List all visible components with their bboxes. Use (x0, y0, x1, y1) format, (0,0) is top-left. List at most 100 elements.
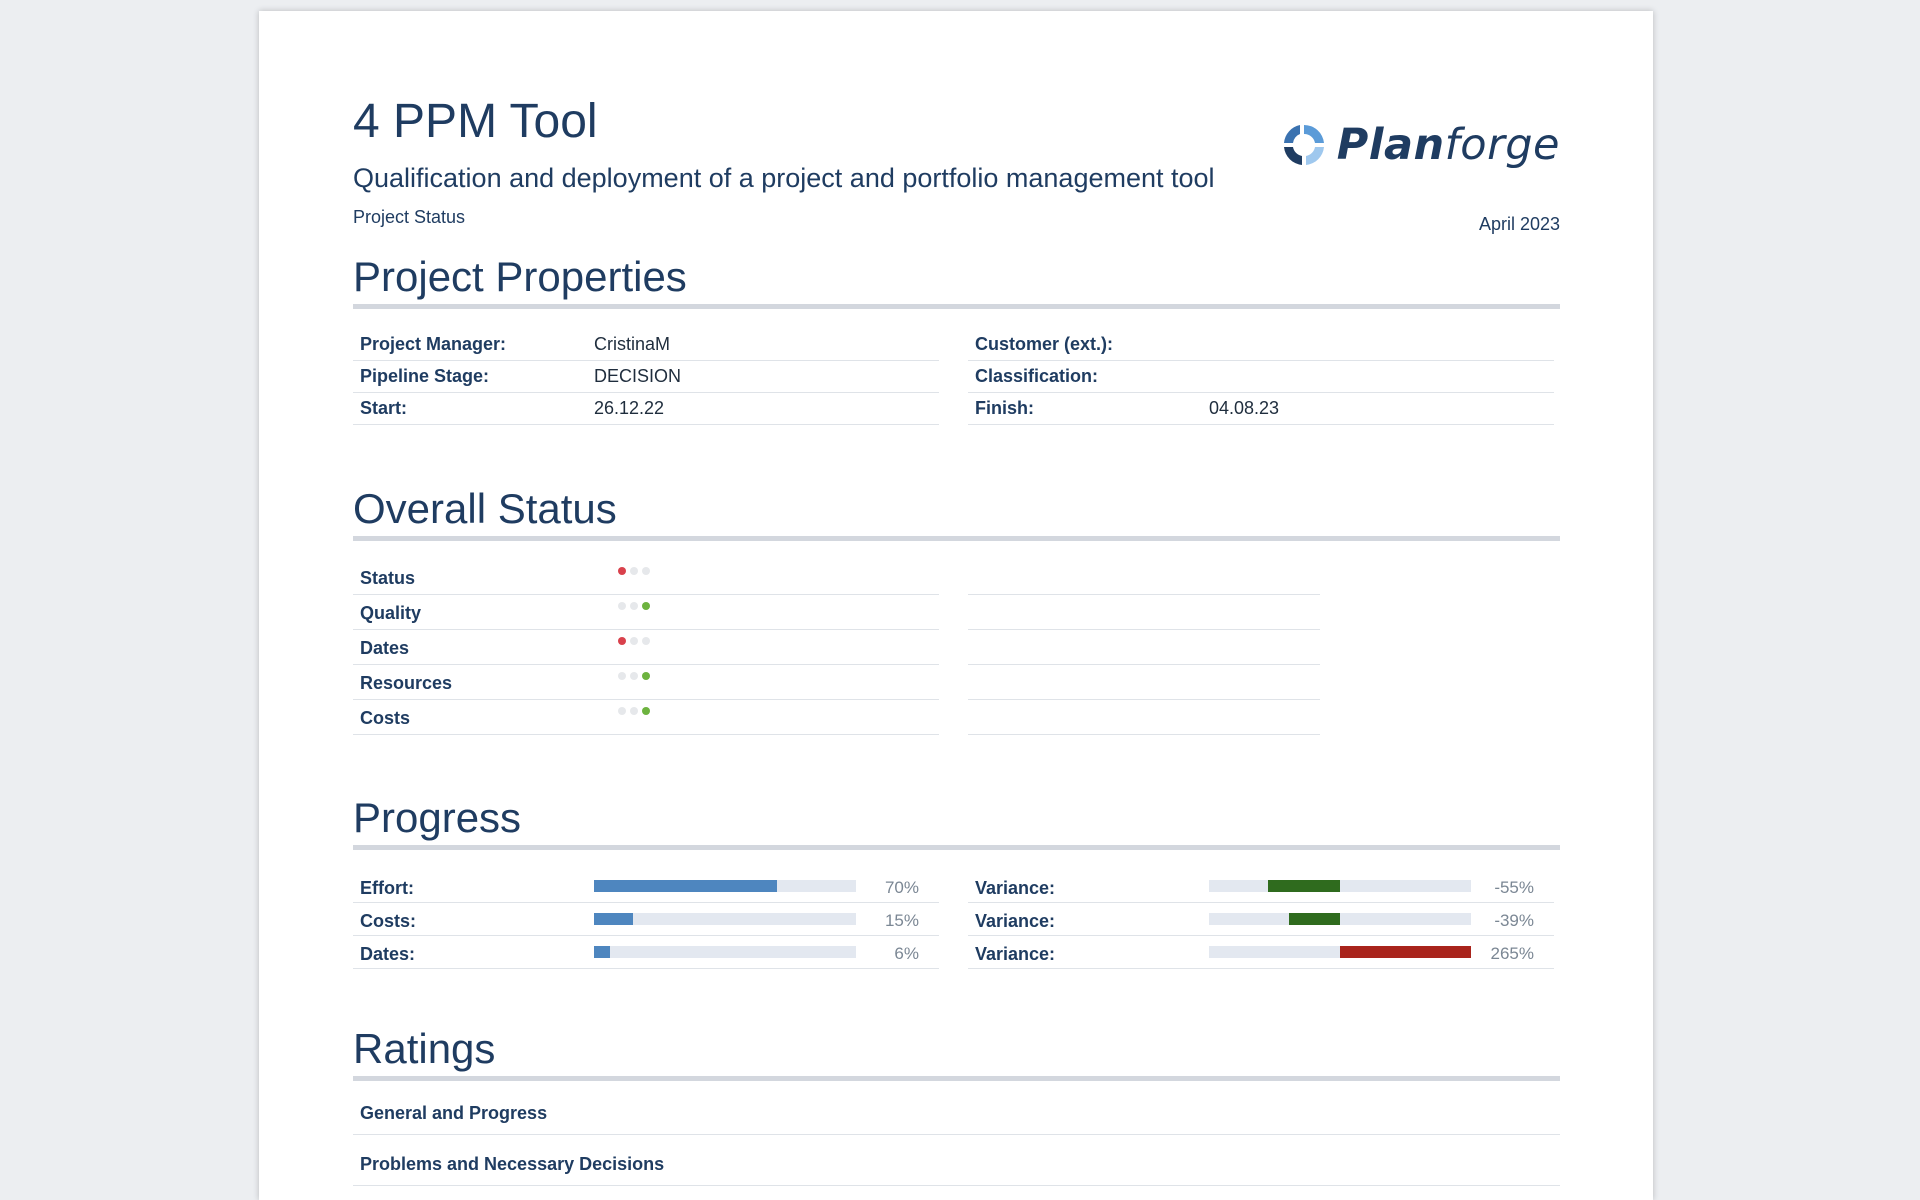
property-value: CristinaM (587, 329, 939, 361)
variance-label: Variance: (975, 911, 1056, 931)
properties-table-right: Customer (ext.): Classification: Finish:… (968, 329, 1554, 425)
variance-bar (1209, 946, 1471, 958)
property-value: 26.12.22 (587, 392, 939, 425)
progress-label: Dates: (360, 944, 416, 964)
variance-row: Variance: -55% (968, 870, 1554, 903)
property-label: Finish: (968, 392, 1202, 425)
variance-row: Variance: 265% (968, 936, 1554, 969)
status-comment-line (968, 594, 1320, 595)
progress-percent: 6% (894, 944, 919, 963)
progress-label: Effort: (360, 878, 414, 898)
property-value: 04.08.23 (1202, 392, 1554, 425)
status-row: Costs (353, 700, 939, 735)
traffic-light (618, 637, 650, 645)
property-row: Project Manager: CristinaM (353, 329, 939, 361)
traffic-light-green (642, 707, 650, 715)
variance-bar (1209, 880, 1471, 892)
progress-row: Effort: 70% (353, 870, 939, 903)
progress-bar (594, 880, 856, 892)
planforge-logo-text: Planforge (1336, 120, 1560, 170)
property-row: Pipeline Stage: DECISION (353, 360, 939, 393)
traffic-light-green (642, 567, 650, 575)
status-comment-line (968, 629, 1320, 630)
traffic-light-green (642, 637, 650, 645)
status-label: Costs (360, 708, 411, 728)
variance-label: Variance: (975, 878, 1056, 898)
variance-percent: -55% (1494, 878, 1534, 897)
status-row: Resources (353, 665, 939, 700)
section-title-project-properties: Project Properties (353, 256, 1560, 309)
traffic-light-yellow (630, 602, 638, 610)
traffic-light (618, 672, 650, 680)
rating-row: General and Progress (353, 1094, 1560, 1135)
property-label: Classification: (968, 360, 1202, 393)
traffic-light-yellow (630, 707, 638, 715)
variance-percent: -39% (1494, 911, 1534, 930)
variance-percent: 265% (1490, 944, 1534, 963)
property-label: Start: (353, 392, 587, 425)
property-row: Customer (ext.): (968, 329, 1554, 361)
traffic-light-yellow (630, 672, 638, 680)
traffic-light-red (618, 672, 626, 680)
progress-percent: 70% (884, 878, 919, 897)
report-date: April 2023 (1478, 214, 1560, 234)
rating-label: Problems and Necessary Decisions (360, 1154, 665, 1174)
rating-row: Problems and Necessary Decisions (353, 1145, 1560, 1186)
traffic-light-red (618, 567, 626, 575)
progress-label: Costs: (360, 911, 417, 931)
document-type: Project Status (353, 207, 466, 227)
page-title: 4 PPM Tool (353, 95, 598, 148)
status-label: Quality (360, 603, 422, 623)
variance-bar-fill (1288, 913, 1340, 925)
properties-table-left: Project Manager: CristinaM Pipeline Stag… (353, 329, 939, 425)
traffic-light-green (642, 672, 650, 680)
report-page: 4 PPM Tool Qualification and deployment … (259, 11, 1653, 1200)
traffic-light-green (642, 602, 650, 610)
traffic-light (618, 707, 650, 715)
traffic-light (618, 567, 650, 575)
property-label: Pipeline Stage: (353, 360, 587, 393)
property-value (1202, 329, 1554, 361)
section-title-progress: Progress (353, 797, 1560, 850)
traffic-light-red (618, 637, 626, 645)
progress-row: Dates: 6% (353, 936, 939, 969)
status-label: Resources (360, 673, 453, 693)
progress-bar (594, 946, 856, 958)
status-comment-line (968, 699, 1320, 700)
property-value (1202, 360, 1554, 393)
variance-label: Variance: (975, 944, 1056, 964)
variance-bar-fill (1267, 880, 1340, 892)
property-label: Project Manager: (353, 329, 587, 361)
status-comment-line (968, 664, 1320, 665)
planforge-logo-icon (1283, 124, 1324, 165)
progress-row: Costs: 15% (353, 903, 939, 936)
progress-bar-fill (594, 946, 610, 958)
status-label: Dates (360, 638, 410, 658)
traffic-light-yellow (630, 637, 638, 645)
traffic-light-red (618, 707, 626, 715)
progress-bar-fill (594, 913, 634, 925)
variance-bar-fill (1340, 946, 1471, 958)
progress-percent: 15% (884, 911, 919, 930)
section-title-overall-status: Overall Status (353, 488, 1560, 541)
property-row: Classification: (968, 360, 1554, 393)
property-label: Customer (ext.): (968, 329, 1202, 361)
progress-bar-fill (594, 880, 778, 892)
section-title-ratings: Ratings (353, 1028, 1560, 1081)
property-row: Finish: 04.08.23 (968, 392, 1554, 425)
rating-label: General and Progress (360, 1103, 548, 1123)
status-row: Status (353, 560, 939, 595)
page-subtitle: Qualification and deployment of a projec… (353, 163, 1215, 193)
property-value: DECISION (587, 360, 939, 393)
property-row: Start: 26.12.22 (353, 392, 939, 425)
variance-bar (1209, 913, 1471, 925)
progress-bar (594, 913, 856, 925)
status-comment-line (968, 734, 1320, 735)
status-row: Dates (353, 630, 939, 665)
traffic-light-red (618, 602, 626, 610)
traffic-light (618, 602, 650, 610)
traffic-light-yellow (630, 567, 638, 575)
status-label: Status (360, 568, 416, 588)
status-row: Quality (353, 595, 939, 630)
planforge-logo: Planforge (1279, 115, 1560, 175)
